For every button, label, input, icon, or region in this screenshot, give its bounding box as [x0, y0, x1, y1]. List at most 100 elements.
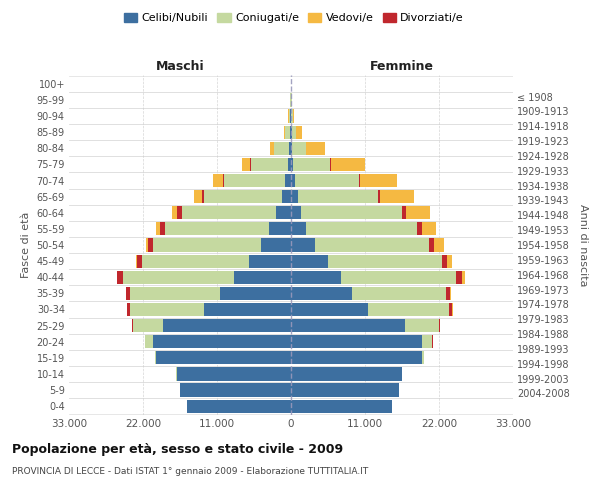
Bar: [117, 270, 118, 284]
Text: Femmine: Femmine: [370, 60, 434, 72]
Bar: [368, 303, 449, 316]
Legend: Celibi/Nubili, Coniugati/e, Vedovi/e, Divorziati/e: Celibi/Nubili, Coniugati/e, Vedovi/e, Di…: [122, 10, 466, 26]
Bar: [380, 190, 414, 203]
Bar: [291, 286, 352, 300]
Bar: [203, 303, 291, 316]
Text: Maschi: Maschi: [155, 60, 205, 72]
Bar: [462, 270, 465, 284]
Bar: [289, 142, 291, 155]
Bar: [270, 142, 274, 155]
Bar: [249, 254, 291, 268]
Bar: [301, 206, 402, 220]
Bar: [422, 335, 432, 348]
Y-axis label: Anni di nascita: Anni di nascita: [578, 204, 588, 286]
Bar: [123, 270, 234, 284]
Bar: [291, 158, 293, 171]
Bar: [234, 270, 291, 284]
Bar: [449, 303, 452, 316]
Bar: [176, 368, 291, 380]
Bar: [291, 206, 301, 220]
Bar: [118, 270, 123, 284]
Bar: [281, 190, 291, 203]
Bar: [328, 254, 442, 268]
Bar: [224, 174, 285, 187]
Text: PROVINCIA DI LECCE - Dati ISTAT 1° gennaio 2009 - Elaborazione TUTTITALIA.IT: PROVINCIA DI LECCE - Dati ISTAT 1° genna…: [12, 468, 368, 476]
Bar: [360, 174, 397, 187]
Bar: [287, 158, 291, 171]
Bar: [291, 174, 295, 187]
Bar: [289, 110, 290, 122]
Bar: [450, 286, 451, 300]
Bar: [291, 368, 402, 380]
Bar: [406, 319, 439, 332]
Bar: [292, 142, 306, 155]
Bar: [155, 351, 157, 364]
Bar: [446, 286, 450, 300]
Bar: [434, 238, 445, 252]
Bar: [276, 206, 291, 220]
Bar: [306, 222, 417, 235]
Bar: [261, 238, 291, 252]
Bar: [204, 190, 281, 203]
Bar: [242, 158, 250, 171]
Bar: [290, 126, 291, 139]
Bar: [291, 270, 341, 284]
Bar: [291, 303, 368, 316]
Bar: [359, 174, 360, 187]
Bar: [223, 174, 224, 187]
Bar: [402, 206, 406, 220]
Bar: [292, 126, 296, 139]
Bar: [250, 158, 251, 171]
Bar: [142, 254, 249, 268]
Bar: [406, 206, 430, 220]
Bar: [291, 190, 298, 203]
Bar: [163, 319, 291, 332]
Bar: [202, 190, 204, 203]
Bar: [251, 158, 287, 171]
Bar: [292, 110, 293, 122]
Text: Popolazione per età, sesso e stato civile - 2009: Popolazione per età, sesso e stato civil…: [12, 442, 343, 456]
Bar: [352, 286, 446, 300]
Bar: [442, 254, 447, 268]
Bar: [285, 174, 291, 187]
Bar: [212, 174, 223, 187]
Bar: [187, 400, 291, 412]
Bar: [132, 319, 133, 332]
Bar: [220, 286, 291, 300]
Bar: [127, 303, 130, 316]
Bar: [293, 158, 331, 171]
Bar: [269, 222, 291, 235]
Bar: [145, 335, 153, 348]
Bar: [291, 400, 392, 412]
Bar: [284, 126, 285, 139]
Bar: [429, 238, 434, 252]
Bar: [137, 254, 142, 268]
Bar: [291, 335, 422, 348]
Bar: [291, 142, 292, 155]
Bar: [130, 303, 203, 316]
Bar: [126, 286, 130, 300]
Bar: [165, 222, 269, 235]
Bar: [133, 319, 163, 332]
Bar: [291, 222, 306, 235]
Bar: [290, 110, 291, 122]
Bar: [379, 190, 380, 203]
Bar: [157, 222, 160, 235]
Bar: [447, 254, 452, 268]
Bar: [194, 190, 202, 203]
Bar: [130, 286, 220, 300]
Bar: [439, 319, 440, 332]
Bar: [291, 384, 398, 396]
Bar: [148, 238, 153, 252]
Bar: [153, 238, 261, 252]
Bar: [296, 126, 302, 139]
Bar: [422, 222, 436, 235]
Bar: [306, 142, 325, 155]
Y-axis label: Fasce di età: Fasce di età: [21, 212, 31, 278]
Bar: [314, 238, 429, 252]
Bar: [291, 319, 406, 332]
Bar: [178, 206, 182, 220]
Bar: [291, 238, 314, 252]
Bar: [291, 351, 422, 364]
Bar: [417, 222, 422, 235]
